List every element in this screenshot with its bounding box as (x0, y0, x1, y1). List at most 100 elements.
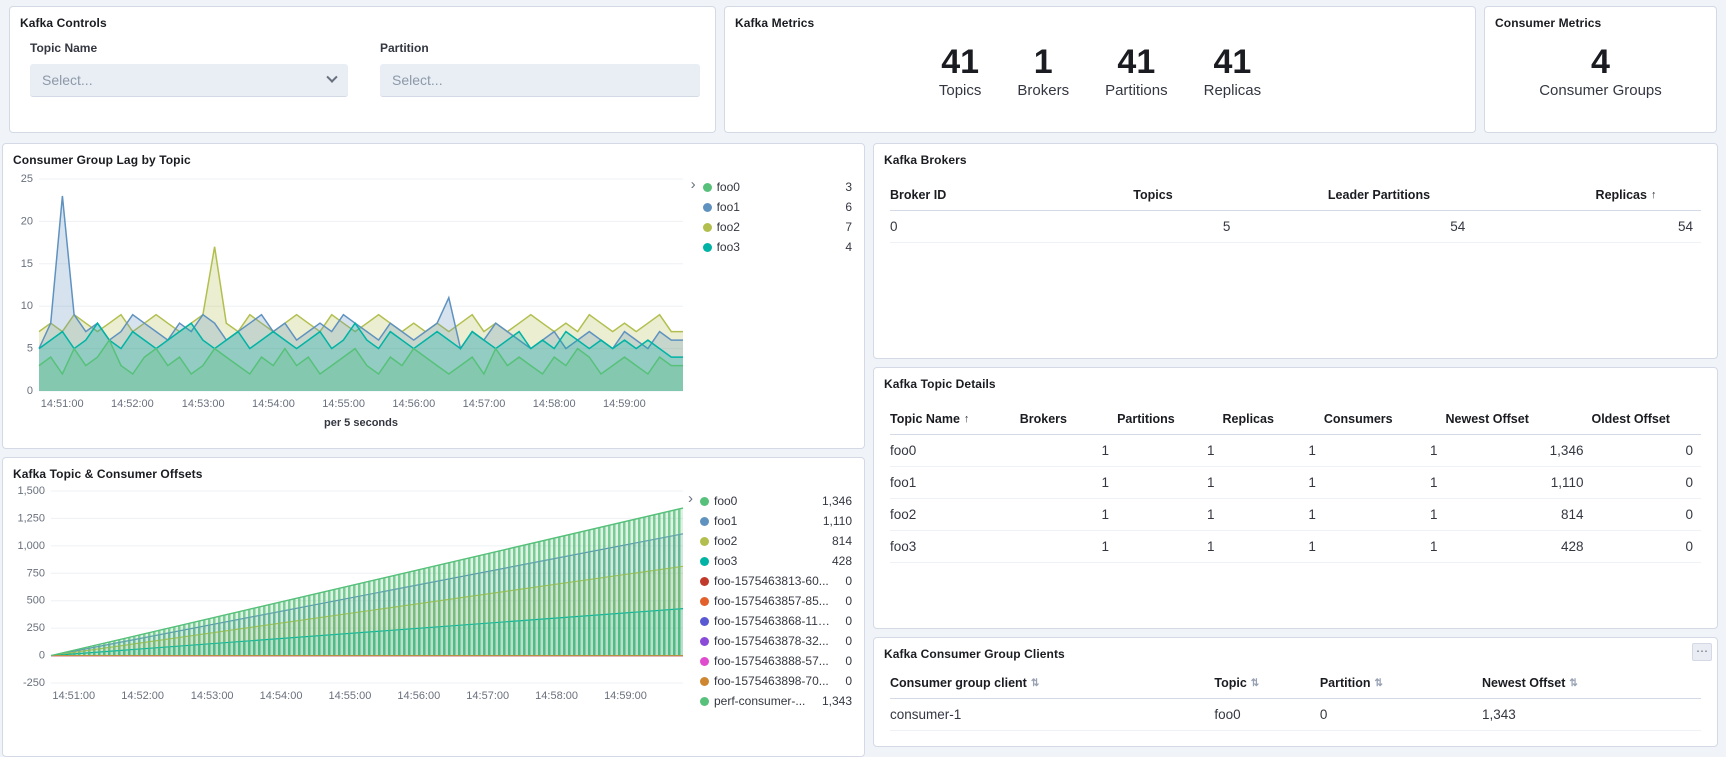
column-header-label: Partition (1319, 676, 1371, 690)
svg-text:0: 0 (39, 650, 45, 662)
column-header-topics[interactable]: Topics (1133, 188, 1328, 202)
panel-title-consumer-metrics: Consumer Metrics (1495, 16, 1602, 30)
legend-item-foo0[interactable]: foo0 3 (702, 177, 852, 197)
column-header-broker-id[interactable]: Broker ID (890, 188, 1133, 202)
column-header-partitions[interactable]: Partitions (1117, 412, 1222, 426)
offsets-chart-area: -250 0 250 500 750 1,000 1,250 1,500 14:51:00 14:… (3, 481, 864, 723)
svg-text:14:51:00: 14:51:00 (52, 690, 95, 702)
sort-ascending-icon: ↑ (1650, 189, 1657, 201)
table-cell: foo3 (890, 539, 917, 554)
metric-consumer-groups: 4 Consumer Groups (1539, 44, 1662, 99)
lag-chart[interactable]: 0 5 10 15 20 25 14:51:00 14:52:00 14:53:00 14:54:… (7, 169, 687, 433)
svg-text:-250: -250 (23, 677, 45, 689)
table-cell: foo0 (890, 443, 917, 458)
legend-series-value: 1,346 (821, 494, 852, 508)
offsets-legend-items: foo0 1,346 foo1 1,110 foo2 814 foo3 428 foo-1575… (700, 491, 856, 723)
column-header-newest-offset[interactable]: Newest Offset ⇅ (1482, 676, 1701, 690)
partition-placeholder: Select... (392, 72, 443, 88)
legend-collapse-button[interactable]: › (690, 176, 696, 193)
legend-item-perf-consumer-[interactable]: perf-consumer-... 1,343 (700, 691, 852, 711)
column-header-label: Consumers (1323, 412, 1393, 426)
column-header-label: Consumer group client (890, 676, 1027, 690)
table-cell: 1 (1101, 507, 1110, 522)
svg-text:14:59:00: 14:59:00 (603, 398, 646, 410)
metric-partitions-value: 41 (1117, 43, 1156, 81)
table-cell: 0 (1685, 507, 1693, 522)
table-row: foo2 1 1 1 1 814 0 (890, 499, 1701, 531)
legend-item-foo2[interactable]: foo2 814 (700, 531, 852, 551)
table-row: 0 5 54 54 (890, 211, 1701, 243)
table-cell: 54 (1450, 219, 1466, 234)
legend-item-foo-1575463868-116-[interactable]: foo-1575463868-116... 0 (700, 611, 852, 631)
legend-item-foo-1575463898-70-[interactable]: foo-1575463898-70... 0 (700, 671, 852, 691)
legend-item-foo-1575463813-60-[interactable]: foo-1575463813-60... 0 (700, 571, 852, 591)
table-cell: 1 (1101, 475, 1110, 490)
topic-name-select[interactable]: Select... (30, 64, 348, 97)
table-header-row: Topic Name ↑ Brokers Partitions Replicas Cons… (890, 405, 1701, 435)
column-header-label: Broker ID (890, 188, 947, 202)
legend-item-foo2[interactable]: foo2 7 (702, 217, 852, 237)
column-header-consumer-group-client[interactable]: Consumer group client ⇅ (890, 676, 1214, 690)
series-color-dot (702, 182, 712, 192)
legend-item-foo3[interactable]: foo3 428 (700, 551, 852, 571)
column-header-leader-partitions[interactable]: Leader Partitions (1328, 188, 1596, 202)
svg-text:14:56:00: 14:56:00 (397, 690, 440, 702)
table-cell: foo2 (890, 507, 917, 522)
svg-text:250: 250 (27, 622, 45, 634)
column-header-label: Oldest Offset (1591, 412, 1670, 426)
metric-consumer-groups-value: 4 (1591, 43, 1610, 81)
legend-item-foo-1575463878-32-[interactable]: foo-1575463878-32... 0 (700, 631, 852, 651)
panel-title-lag-chart: Consumer Group Lag by Topic (13, 153, 191, 167)
svg-text:500: 500 (27, 595, 45, 607)
svg-text:14:51:00: 14:51:00 (41, 398, 84, 410)
table-cell: foo0 (1214, 707, 1241, 722)
legend-series-value: 0 (845, 574, 852, 588)
column-header-newest-offset[interactable]: Newest Offset (1446, 412, 1592, 426)
table-cell: 1,110 (1550, 475, 1584, 490)
panel-options-button[interactable]: ⋯ (1692, 643, 1712, 661)
table-row: consumer-1 foo0 0 1,343 (890, 699, 1701, 731)
column-header-label: Replicas (1595, 188, 1647, 202)
panel-consumer-group-lag: Consumer Group Lag by Topic 0 5 10 15 20 25 14… (2, 143, 865, 449)
legend-item-foo1[interactable]: foo1 1,110 (700, 511, 852, 531)
offsets-chart[interactable]: -250 0 250 500 750 1,000 1,250 1,500 14:51:00 14:… (7, 483, 684, 723)
legend-series-value: 1,110 (822, 514, 852, 528)
column-header-label: Leader Partitions (1327, 188, 1431, 202)
table-cell: foo1 (890, 475, 917, 490)
column-header-replicas[interactable]: Replicas (1222, 412, 1323, 426)
table-cell: 1 (1308, 507, 1316, 522)
partition-select[interactable]: Select... (380, 64, 700, 97)
table-cell: consumer-1 (890, 707, 962, 722)
column-header-partition[interactable]: Partition ⇅ (1320, 676, 1482, 690)
column-header-topic-name[interactable]: Topic Name ↑ (890, 412, 1020, 426)
table-cell: 1 (1429, 539, 1438, 554)
table-cell: 428 (1560, 539, 1584, 554)
legend-item-foo-1575463888-57-[interactable]: foo-1575463888-57... 0 (700, 651, 852, 671)
column-header-label: Newest Offset (1445, 412, 1529, 426)
column-header-label: Replicas (1222, 412, 1274, 426)
table-cell: 1 (1429, 507, 1438, 522)
svg-text:14:52:00: 14:52:00 (111, 398, 154, 410)
column-header-oldest-offset[interactable]: Oldest Offset (1591, 412, 1700, 426)
legend-collapse-button[interactable]: › (688, 490, 693, 507)
panel-kafka-topic-details: Kafka Topic Details Topic Name ↑ Brokers Pa… (873, 367, 1718, 629)
series-color-dot (702, 222, 712, 232)
metric-replicas: 41 Replicas (1204, 44, 1262, 99)
legend-series-name: foo1 (714, 514, 738, 528)
column-header-consumers[interactable]: Consumers (1324, 412, 1446, 426)
metric-replicas-label: Replicas (1203, 82, 1262, 99)
series-color-dot (702, 242, 712, 252)
column-header-topic[interactable]: Topic ⇅ (1214, 676, 1319, 690)
column-header-label: Brokers (1019, 412, 1067, 426)
table-cell: 1 (1206, 539, 1215, 554)
legend-item-foo-1575463857-85-[interactable]: foo-1575463857-85... 0 (700, 591, 852, 611)
column-header-replicas[interactable]: Replicas ↑ (1596, 188, 1701, 202)
legend-item-foo0[interactable]: foo0 1,346 (700, 491, 852, 511)
legend-item-foo3[interactable]: foo3 4 (702, 237, 852, 257)
topic-name-label: Topic Name (30, 41, 98, 55)
column-header-brokers[interactable]: Brokers (1020, 412, 1117, 426)
legend-item-foo1[interactable]: foo1 6 (702, 197, 852, 217)
table-cell: 0 (1685, 443, 1693, 458)
table-cell: 0 (1319, 707, 1328, 722)
table-row: foo1 1 1 1 1 1,110 0 (890, 467, 1701, 499)
